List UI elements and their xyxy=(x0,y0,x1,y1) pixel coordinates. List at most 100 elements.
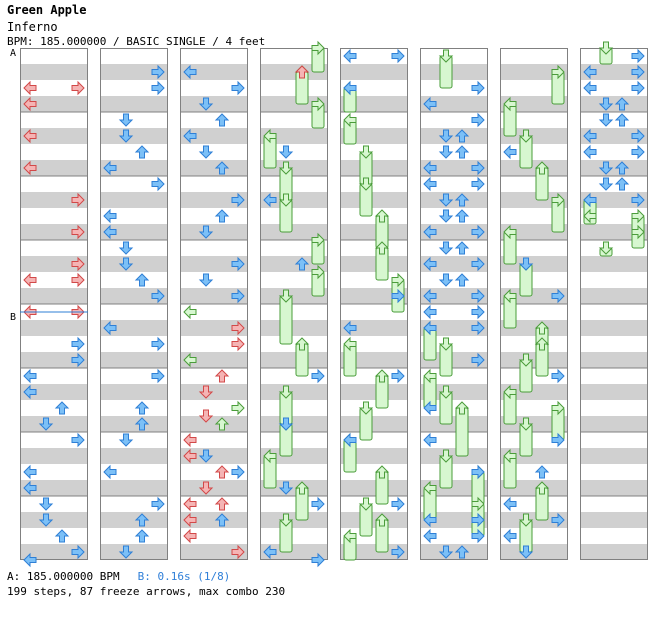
step-arrow xyxy=(438,209,454,223)
row-stripe xyxy=(180,96,248,112)
row-stripe xyxy=(260,192,328,208)
step-arrow xyxy=(471,512,485,528)
row-stripe xyxy=(580,192,648,208)
freeze-body xyxy=(279,295,293,345)
step-arrow xyxy=(71,192,85,208)
marker-a: A xyxy=(10,48,17,59)
row-stripe xyxy=(260,512,328,528)
step-arrow xyxy=(598,241,614,255)
step-arrow xyxy=(263,448,277,464)
step-arrow xyxy=(198,225,214,239)
step-arrow xyxy=(198,481,214,495)
step-arrow xyxy=(391,368,405,384)
step-arrow xyxy=(231,400,245,416)
column-border xyxy=(260,48,328,560)
step-arrow xyxy=(471,80,485,96)
row-stripe xyxy=(420,416,488,432)
row-stripe xyxy=(580,416,648,432)
step-arrow xyxy=(454,401,470,415)
step-arrow xyxy=(391,288,405,304)
step-arrow xyxy=(231,80,245,96)
step-arrow xyxy=(374,513,390,527)
row-stripe xyxy=(20,544,88,560)
step-arrow xyxy=(471,160,485,176)
chart-column xyxy=(260,40,328,568)
row-stripe xyxy=(420,256,488,272)
step-arrow xyxy=(214,417,230,431)
row-stripe xyxy=(20,96,88,112)
row-stripe xyxy=(260,224,328,240)
step-arrow xyxy=(551,512,565,528)
row-stripe xyxy=(500,448,568,464)
row-stripe xyxy=(20,64,88,80)
step-arrow xyxy=(278,417,294,431)
row-stripe xyxy=(500,224,568,240)
step-arrow xyxy=(631,128,645,144)
step-arrow xyxy=(471,496,485,512)
row-stripe xyxy=(500,256,568,272)
row-stripe xyxy=(420,352,488,368)
step-arrow xyxy=(231,320,245,336)
step-arrow xyxy=(23,368,37,384)
step-arrow xyxy=(151,336,165,352)
row-stripe xyxy=(420,480,488,496)
row-stripe xyxy=(500,288,568,304)
row-stripe xyxy=(260,416,328,432)
row-stripe xyxy=(500,160,568,176)
row-stripe xyxy=(420,64,488,80)
step-arrow xyxy=(118,129,134,143)
row-stripe xyxy=(500,352,568,368)
step-arrow xyxy=(534,337,550,351)
step-arrow xyxy=(134,145,150,159)
step-arrow xyxy=(198,273,214,287)
step-arrow xyxy=(278,513,294,527)
step-arrow xyxy=(438,193,454,207)
step-arrow xyxy=(471,112,485,128)
step-arrow xyxy=(631,48,645,64)
step-arrow xyxy=(263,128,277,144)
row-stripe xyxy=(420,544,488,560)
step-arrow xyxy=(343,336,357,352)
row-stripe xyxy=(580,384,648,400)
step-arrow xyxy=(391,48,405,64)
column-border xyxy=(420,48,488,560)
step-arrow xyxy=(583,64,597,80)
row-stripe xyxy=(340,544,408,560)
row-stripe xyxy=(180,416,248,432)
step-arrow xyxy=(598,113,614,127)
row-stripe xyxy=(420,288,488,304)
step-arrow xyxy=(23,128,37,144)
step-arrow xyxy=(134,529,150,543)
step-arrow xyxy=(454,273,470,287)
step-arrow xyxy=(71,272,85,288)
row-stripe xyxy=(580,448,648,464)
row-stripe xyxy=(340,512,408,528)
step-arrow xyxy=(438,385,454,399)
row-stripe xyxy=(100,192,168,208)
row-stripe xyxy=(500,128,568,144)
step-arrow xyxy=(438,545,454,559)
chart-column xyxy=(20,48,88,568)
step-arrow xyxy=(503,144,517,160)
row-stripe xyxy=(580,352,648,368)
step-arrow xyxy=(423,288,437,304)
step-arrow xyxy=(231,288,245,304)
row-stripe xyxy=(420,192,488,208)
step-chart xyxy=(20,40,648,568)
row-stripe xyxy=(340,384,408,400)
row-stripe xyxy=(580,320,648,336)
step-arrow xyxy=(71,80,85,96)
row-stripe xyxy=(340,224,408,240)
step-arrow xyxy=(214,161,230,175)
step-arrow xyxy=(358,145,374,159)
step-arrow xyxy=(311,552,325,568)
step-arrow xyxy=(103,160,117,176)
chart-column xyxy=(580,41,648,560)
row-stripe xyxy=(420,224,488,240)
step-arrow xyxy=(231,192,245,208)
step-arrow xyxy=(278,161,294,175)
chart-column xyxy=(180,48,248,560)
step-arrow xyxy=(54,401,70,415)
row-stripe xyxy=(340,416,408,432)
step-arrow xyxy=(518,353,534,367)
